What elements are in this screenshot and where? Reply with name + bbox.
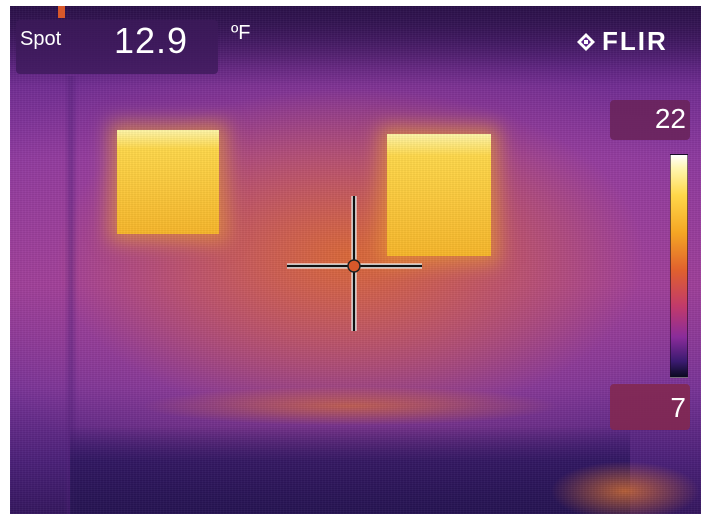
- thermal-foundation-region: [70, 426, 630, 514]
- scale-min-value: 7: [670, 392, 686, 423]
- scale-min-panel: [610, 384, 690, 430]
- spot-readout-panel: [16, 20, 218, 74]
- thermal-warm-corner: [550, 461, 700, 514]
- thermal-warm-strip: [140, 386, 560, 426]
- scale-max-value: 22: [654, 103, 686, 134]
- temperature-unit: ºF: [231, 22, 251, 44]
- flir-logo: FLIR: [576, 26, 668, 57]
- thermal-image: Spot 12.9 ºF FLIR 22 7: [10, 6, 701, 514]
- temperature-color-scale: [670, 154, 688, 378]
- hot-window-right: [387, 134, 491, 256]
- hot-window-left: [117, 130, 219, 234]
- spot-temperature-value: 12.9: [114, 20, 189, 61]
- flir-diamond-icon: [577, 32, 595, 51]
- spot-mode-label: Spot: [20, 28, 62, 50]
- crosshair-icon: [287, 196, 422, 331]
- thermal-pole-region: [64, 76, 78, 514]
- logo-text: FLIR: [602, 26, 668, 56]
- top-marker: [58, 6, 65, 18]
- scale-max-panel: [610, 100, 690, 140]
